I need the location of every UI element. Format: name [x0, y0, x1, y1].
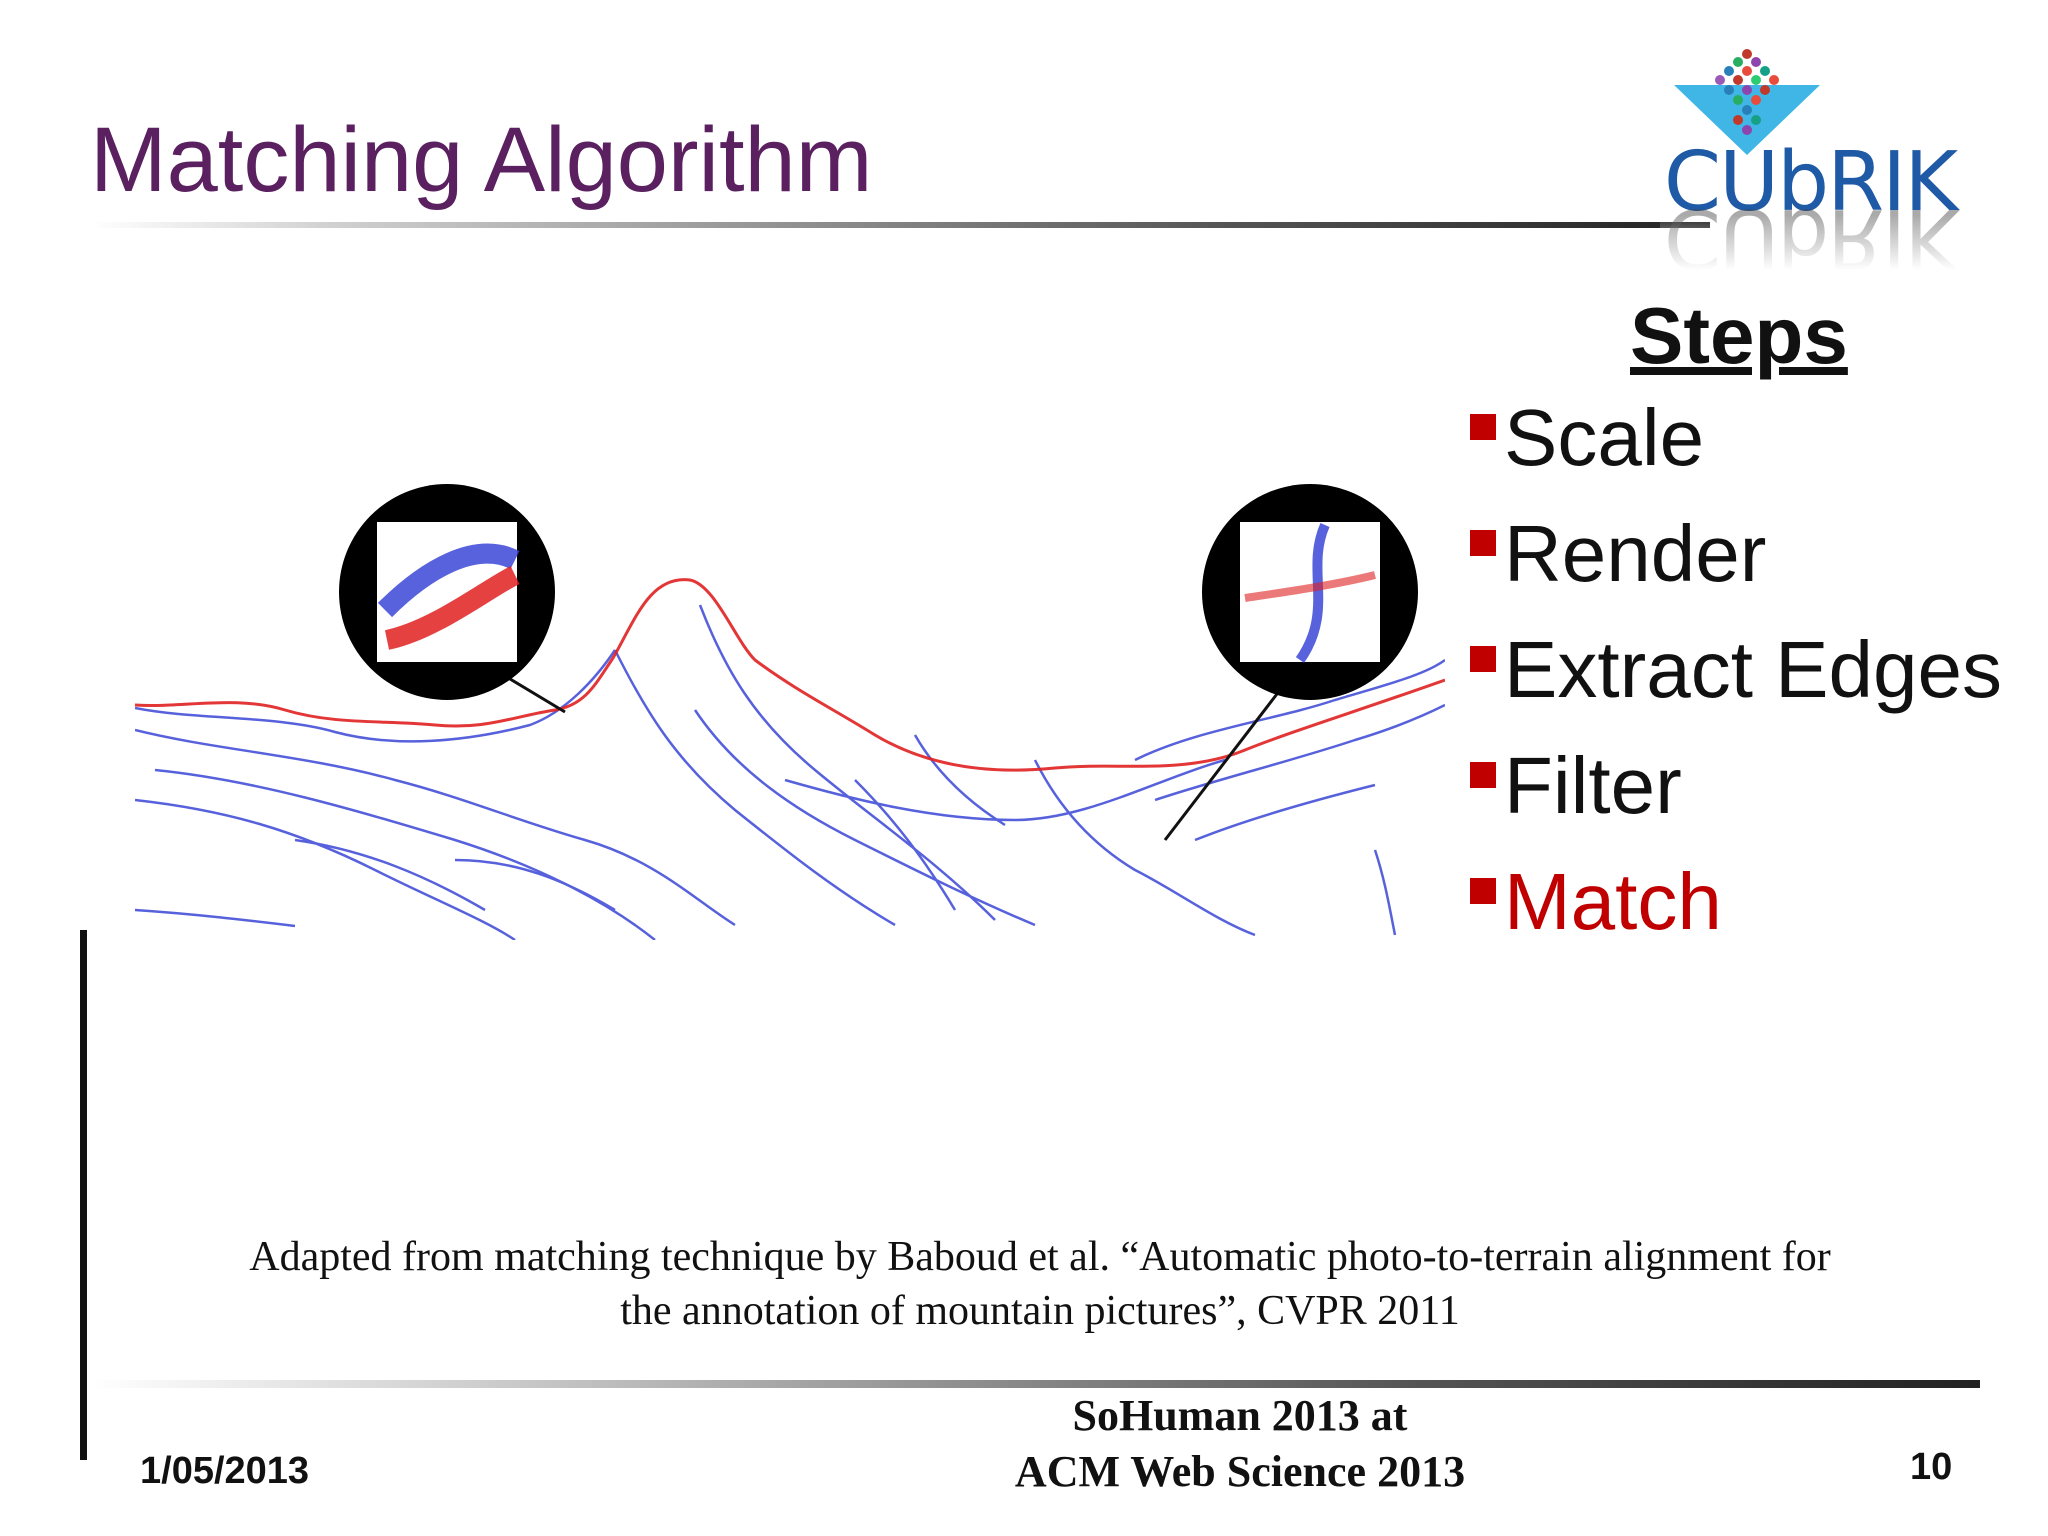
footer-date: 1/05/2013 — [140, 1450, 310, 1492]
footer-event: SoHuman 2013 at ACM Web Science 2013 — [900, 1388, 1580, 1500]
citation-line: the annotation of mountain pictures”, CV… — [620, 1288, 1460, 1334]
footer-event-line: SoHuman 2013 at — [1072, 1391, 1408, 1440]
footer-event-line: ACM Web Science 2013 — [1014, 1447, 1466, 1496]
citation-line: Adapted from matching technique by Babou… — [249, 1234, 1831, 1280]
step-scale: Scale — [1460, 392, 2040, 508]
step-match: Match — [1460, 856, 2040, 972]
steps-heading: Steps — [1630, 291, 1848, 380]
mountain-edge-matching-figure — [135, 484, 1445, 940]
title-divider — [90, 222, 1710, 228]
cubrik-logo: CUbRIK CUbRIK — [1660, 49, 1970, 270]
magnifier-left — [339, 484, 555, 700]
step-render: Render — [1460, 508, 2040, 624]
square-bullet-icon — [1470, 646, 1496, 672]
citation: Adapted from matching technique by Babou… — [140, 1230, 1940, 1338]
slide-title: Matching Algorithm — [90, 109, 873, 211]
square-bullet-icon — [1470, 878, 1496, 904]
cubrik-cube-logo-icon — [1674, 49, 1820, 155]
square-bullet-icon — [1470, 530, 1496, 556]
left-accent-bar — [80, 930, 87, 1460]
square-bullet-icon — [1470, 762, 1496, 788]
footer-divider — [90, 1380, 1980, 1388]
step-label: Render — [1504, 509, 1767, 598]
steps-panel: Steps Scale Render Extract Edges Filter … — [1460, 290, 2040, 972]
step-label: Scale — [1504, 393, 1705, 482]
page-number: 10 — [1910, 1446, 1953, 1488]
magnifier-right — [1202, 484, 1418, 700]
square-bullet-icon — [1470, 414, 1496, 440]
step-extract-edges: Extract Edges — [1460, 624, 2040, 740]
logo-text: CUbRIK — [1664, 135, 1960, 230]
step-label: Filter — [1504, 741, 1682, 830]
mountain-edge-matching-icon — [135, 484, 1445, 940]
step-label: Match — [1504, 857, 1722, 946]
step-filter: Filter — [1460, 740, 2040, 856]
step-label: Extract Edges — [1504, 625, 2003, 714]
